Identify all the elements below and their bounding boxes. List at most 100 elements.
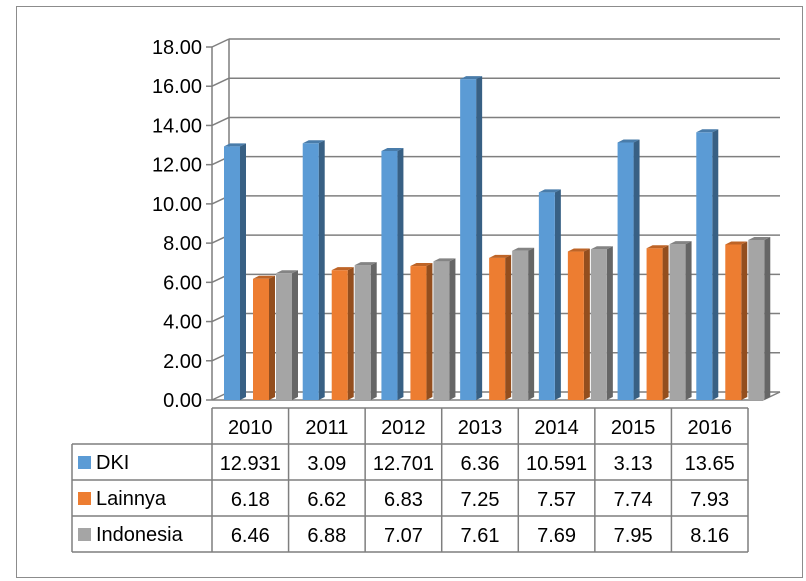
bar: [354, 265, 371, 400]
table-cell-value: 7.93: [690, 489, 729, 511]
bar: [331, 270, 348, 400]
table-cell-value: 6.36: [461, 453, 500, 475]
x-category-label: 2012: [381, 417, 426, 439]
gridline-side: [211, 116, 230, 127]
bar: [489, 257, 506, 400]
y-tick-label: 18.00: [152, 37, 202, 59]
bar-top: [276, 270, 298, 274]
bar-top: [748, 236, 771, 240]
y-tick-label: 2.00: [163, 351, 202, 373]
table-cell-value: 7.61: [461, 525, 500, 547]
legend-label: Indonesia: [96, 524, 184, 546]
table-cell-value: 6.62: [307, 489, 346, 511]
table-cell-value: 7.95: [614, 525, 653, 547]
bar-side: [240, 143, 246, 400]
bar-side: [269, 275, 275, 400]
bar-side: [685, 241, 692, 400]
table-cell-value: 3.09: [307, 453, 346, 475]
y-tick-label: 16.00: [152, 76, 202, 98]
bar-top: [224, 143, 246, 147]
x-category-label: 2011: [305, 417, 348, 439]
bar-top: [460, 76, 483, 80]
bar-side: [764, 236, 771, 400]
legend-swatch: [78, 492, 91, 505]
bar: [646, 248, 663, 400]
bar: [460, 79, 477, 400]
bar-top: [354, 262, 377, 266]
bar: [538, 192, 555, 400]
bar-top: [617, 139, 640, 143]
bar-side: [426, 263, 433, 400]
bar-side: [741, 241, 748, 400]
table-cell-value: 7.57: [537, 489, 576, 511]
x-category-label: 2013: [458, 417, 503, 439]
table-cell-value: 10.591: [526, 453, 587, 475]
bar-side: [397, 147, 404, 400]
table-cell-value: 12.931: [220, 453, 281, 475]
legend-label: Lainnya: [96, 488, 167, 510]
bar: [567, 251, 584, 400]
table-cell-value: 3.13: [614, 453, 653, 475]
bar: [669, 244, 686, 400]
bar-top: [331, 267, 354, 271]
y-tick-label: 0.00: [163, 390, 202, 412]
bar-side: [528, 247, 535, 400]
bar-top: [646, 245, 669, 249]
chart-frame: [16, 6, 803, 578]
bar-top: [725, 241, 748, 245]
bar-top: [538, 189, 561, 193]
y-tick-label: 4.00: [163, 312, 202, 334]
legend-swatch: [78, 456, 91, 469]
bar-top: [696, 129, 719, 133]
gridline-side: [211, 77, 230, 87]
y-tick-label: 6.00: [163, 272, 202, 294]
bar: [410, 266, 427, 400]
bar-side: [633, 139, 640, 400]
bar-top: [381, 147, 404, 151]
table-cell-value: 6.46: [231, 525, 270, 547]
table-cell-value: 7.69: [537, 525, 576, 547]
x-category-label: 2016: [687, 417, 732, 439]
bar-top: [433, 258, 456, 262]
bar-side: [712, 129, 719, 400]
table-cell-value: 12.701: [373, 453, 434, 475]
bar: [725, 244, 742, 400]
table-cell-value: 13.65: [685, 453, 735, 475]
bar-side: [554, 189, 561, 400]
table-cell-value: 7.07: [384, 525, 423, 547]
bar: [433, 261, 450, 400]
bar-side: [583, 248, 590, 400]
y-tick-label: 10.00: [152, 194, 202, 216]
bar-top: [410, 263, 433, 267]
gridline-side: [211, 38, 230, 48]
bar-side: [505, 254, 512, 400]
bar: [617, 142, 634, 400]
bar-top: [567, 248, 590, 252]
bar-side: [370, 262, 377, 400]
bar: [696, 132, 713, 400]
bar: [224, 146, 240, 400]
table-cell-value: 6.88: [307, 525, 346, 547]
table-cell-value: 6.18: [231, 489, 270, 511]
y-tick-label: 14.00: [152, 115, 202, 137]
y-tick-label: 8.00: [163, 233, 202, 255]
bar-side: [347, 267, 354, 400]
legend-label: DKI: [96, 452, 129, 474]
bar: [748, 239, 765, 400]
table-cell-value: 8.16: [690, 525, 729, 547]
legend-swatch: [78, 528, 91, 541]
bar: [253, 278, 269, 400]
bar-top: [489, 254, 512, 258]
bar-side: [662, 245, 669, 400]
bar-top: [590, 246, 613, 250]
bar-side: [606, 246, 613, 400]
bar-top: [512, 247, 535, 251]
x-category-label: 2014: [534, 417, 579, 439]
table-cell-value: 6.83: [384, 489, 423, 511]
table-cell-value: 7.25: [461, 489, 500, 511]
x-category-label: 2010: [228, 417, 273, 439]
bar: [381, 150, 398, 400]
bar: [302, 143, 319, 400]
bar: [276, 273, 292, 400]
